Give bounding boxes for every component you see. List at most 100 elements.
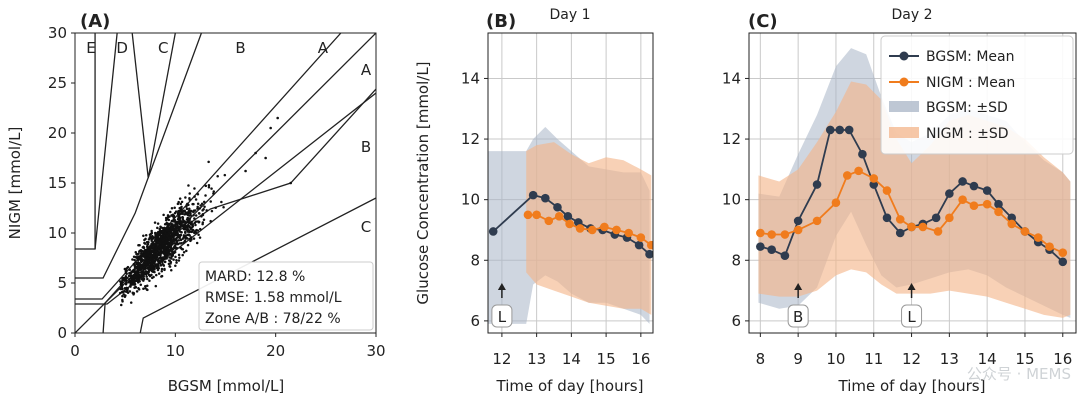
scatter-point (204, 194, 207, 197)
x-tick-label: 12 (902, 350, 921, 368)
panel-label: (B) (486, 11, 516, 32)
bgsm-mean-point (958, 177, 967, 186)
legend-swatch-bgsm-sd (889, 101, 919, 112)
scatter-point (179, 233, 183, 237)
scatter-point (151, 246, 155, 249)
scatter-points (118, 116, 293, 307)
y-tick-label: 25 (48, 74, 67, 92)
nigm-mean-point (1007, 219, 1017, 229)
bgsm-mean-point (994, 199, 1003, 209)
zone-c-lower-line (139, 197, 376, 333)
scatter-point (144, 261, 148, 264)
scatter-point (156, 248, 160, 251)
scatter-point (174, 224, 177, 228)
scatter-point (143, 238, 146, 242)
nigm-mean-point (587, 225, 597, 235)
bgsm-mean-point (812, 180, 822, 189)
scatter-point (137, 271, 141, 274)
scatter-point (179, 207, 183, 210)
stats-box-frame (198, 261, 374, 331)
scatter-point (135, 290, 139, 293)
scatter-point (194, 198, 198, 201)
scatter-point (188, 198, 191, 201)
scatter-point (159, 248, 162, 252)
scatter-point (173, 242, 176, 245)
bgsm-mean-point (645, 249, 653, 259)
event-label: B (793, 308, 803, 326)
scatter-point (150, 231, 154, 235)
scatter-point (220, 200, 223, 204)
scatter-point (174, 255, 177, 259)
scatter-point (179, 225, 182, 229)
scatter-point (161, 229, 165, 233)
scatter-point (155, 233, 159, 237)
scatter-point (181, 253, 184, 257)
scatter-point (145, 275, 148, 278)
zone-label-right: A (361, 61, 372, 79)
scatter-point (156, 240, 160, 244)
scatter-point (149, 265, 152, 269)
zone-a-upper-line (75, 33, 342, 300)
scatter-point (289, 181, 293, 185)
scatter-point (170, 214, 173, 217)
scatter-point (161, 226, 164, 230)
scatter-point (173, 206, 176, 209)
scatter-point (121, 287, 124, 291)
scatter-point (147, 254, 151, 258)
y-tick-label: 5 (57, 274, 67, 292)
scatter-point (123, 287, 127, 290)
scatter-point (276, 116, 279, 120)
scatter-point (186, 230, 190, 233)
scatter-point (156, 222, 160, 225)
scatter-point (163, 260, 167, 264)
panel-a: 0 10 20 30 0 5 10 15 20 25 30 E D C B A A B C (A) BGSM [m… (6, 11, 386, 395)
scatter-point (175, 237, 178, 240)
scatter-point (154, 284, 158, 288)
scatter-point (145, 245, 149, 249)
scatter-point (186, 219, 190, 223)
event-box (787, 304, 809, 328)
scatter-point (167, 224, 170, 228)
scatter-point (133, 275, 136, 279)
scatter-point (140, 260, 143, 264)
scatter-point (153, 221, 157, 224)
scatter-point (151, 234, 154, 238)
scatter-point (124, 271, 128, 274)
nigm-mean-point (1020, 227, 1030, 236)
scatter-point (184, 227, 187, 230)
scatter-point (169, 232, 173, 235)
scatter-point (164, 232, 167, 235)
bgsm-mean-point (825, 125, 835, 135)
scatter-point (193, 187, 196, 190)
bgsm-mean-point (756, 242, 765, 251)
scatter-point (185, 211, 189, 215)
nigm-mean-point (869, 174, 879, 183)
scatter-point (121, 294, 124, 298)
scatter-point (149, 257, 153, 261)
scatter-point (174, 264, 177, 267)
scatter-point (154, 263, 158, 266)
scatter-point (171, 224, 175, 228)
scatter-point (181, 237, 184, 241)
scatter-point (155, 273, 158, 277)
scatter-point (140, 253, 143, 257)
scatter-point (138, 250, 141, 253)
event-arrow-head (497, 283, 506, 290)
scatter-point (193, 231, 196, 235)
scatter-point (244, 169, 247, 173)
scatter-point (155, 254, 158, 258)
scatter-point (175, 261, 178, 264)
scatter-point (142, 234, 145, 237)
scatter-point (147, 261, 150, 264)
scatter-point (212, 190, 216, 193)
bgsm-mean-point (931, 213, 941, 223)
nigm-mean-point (933, 227, 943, 236)
scatter-point (176, 242, 180, 246)
y-tick-label: 8 (731, 251, 741, 269)
scatter-point (159, 242, 162, 246)
scatter-point (158, 259, 162, 263)
panel-title: Day 2 (891, 7, 932, 23)
bgsm-mean-point (767, 245, 776, 254)
scatter-point (196, 229, 200, 232)
